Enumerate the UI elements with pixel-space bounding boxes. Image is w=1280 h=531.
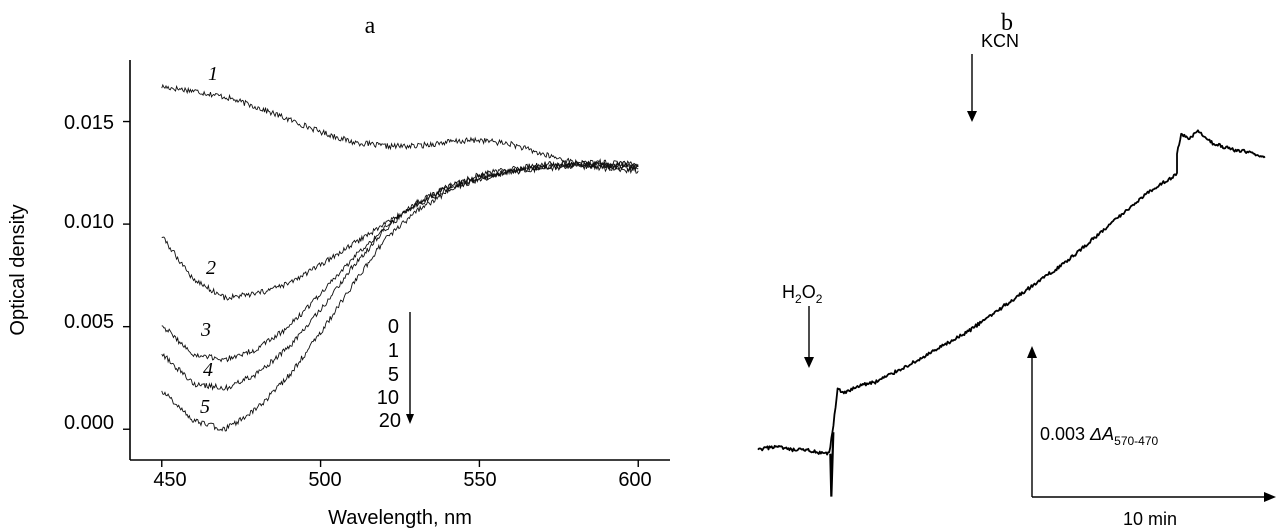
panel-a-ticks [123, 120, 639, 467]
kcn-arrowhead [967, 111, 977, 122]
y-tick-label: 0.010 [64, 211, 114, 233]
curve-label-1: 1 [208, 63, 218, 85]
curve-label-3: 3 [200, 319, 211, 341]
scale-bar-vertical-arrowhead [1027, 346, 1037, 358]
time-legend-20: 20 [379, 410, 401, 432]
series-curve-4 [161, 158, 639, 392]
y-tick-label: 0.000 [64, 412, 114, 434]
panel-b-letter: b [1001, 10, 1013, 36]
h2o2-label: H2O2 [782, 282, 823, 306]
panel-a-letter: a [365, 13, 376, 39]
y-axis-title: Optical density [7, 204, 29, 335]
time-legend-1: 1 [388, 340, 399, 362]
scale-value-label: 0.003 ΔA570-470 [1040, 424, 1159, 448]
x-axis-title: Wavelength, nm [328, 507, 472, 529]
x-tick-label: 450 [153, 469, 186, 491]
series-curve-1 [161, 83, 639, 175]
y-tick-label: 0.015 [64, 112, 114, 134]
y-tick-label: 0.005 [64, 311, 114, 333]
x-tick-label: 600 [618, 469, 651, 491]
series-curve-5 [161, 160, 639, 432]
time-scale-label: 10 min [1123, 509, 1177, 529]
curve-label-4: 4 [203, 359, 213, 381]
x-tick-label: 550 [463, 469, 496, 491]
x-tick-label: 500 [308, 469, 341, 491]
series-curve-3 [161, 161, 639, 363]
time-legend-5: 5 [388, 364, 399, 386]
time-legend-10: 10 [377, 387, 399, 409]
trace-spike [829, 432, 835, 497]
panel-a: a 0.000 0.005 0.010 0.015 450 500 550 60… [7, 13, 670, 529]
scale-bar-horizontal-arrowhead [1264, 492, 1276, 502]
curve-label-2: 2 [206, 257, 216, 279]
kcn-label: KCN [981, 31, 1019, 51]
h2o2-arrowhead [804, 357, 814, 368]
series-curve-2 [161, 162, 639, 301]
panel-b: b H2O2 KCN 0.003 ΔA570-470 10 min [757, 10, 1276, 529]
curve-label-5: 5 [200, 396, 210, 418]
kinetic-trace [757, 129, 1266, 456]
time-legend-0: 0 [388, 316, 399, 338]
time-legend-arrowhead [406, 414, 414, 424]
